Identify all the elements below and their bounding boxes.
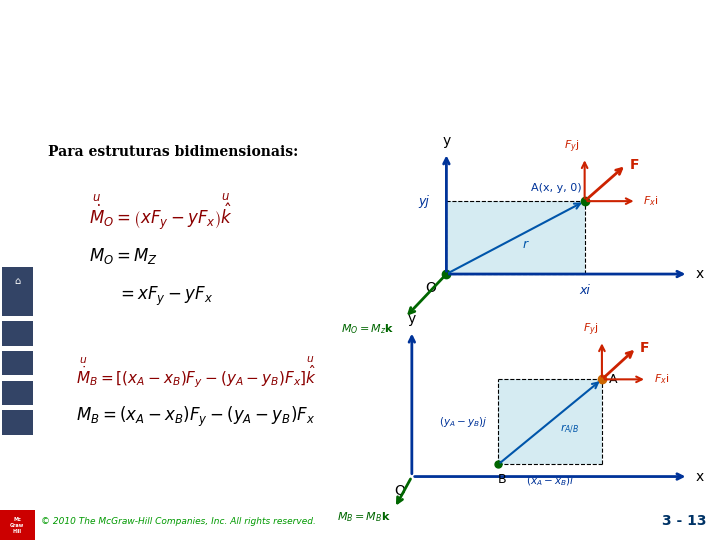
Text: $F_y$j: $F_y$j <box>564 139 580 155</box>
Text: B: B <box>498 473 506 486</box>
Text: Mecânica Vetorial para Engenheiros: Estática: Mecânica Vetorial para Engenheiros: Está… <box>42 19 720 49</box>
Bar <box>0 510 35 540</box>
Text: r: r <box>523 238 528 252</box>
Bar <box>1 321 33 346</box>
Text: $F_y$j: $F_y$j <box>583 322 598 338</box>
Text: $M_B = (x_A - x_B)F_y - (y_A - y_B)F_x$: $M_B = (x_A - x_B)F_y - (y_A - y_B)F_x$ <box>76 405 315 429</box>
Text: A(x, y, 0): A(x, y, 0) <box>531 183 581 193</box>
Text: Mc
Graw
Hill: Mc Graw Hill <box>10 517 24 534</box>
Text: $= xF_y - yF_x$: $= xF_y - yF_x$ <box>117 285 213 308</box>
Text: $\overset{u}{\dot{M}}_O = \left(xF_y - yF_x\right)\overset{u}{\hat{k}}$: $\overset{u}{\dot{M}}_O = \left(xF_y - y… <box>89 191 233 232</box>
Text: y: y <box>442 134 451 147</box>
Text: $r_{A/B}$: $r_{A/B}$ <box>560 423 580 436</box>
Text: $M_O = M_z\mathbf{k}$: $M_O = M_z\mathbf{k}$ <box>341 322 395 336</box>
Text: 3 - 13: 3 - 13 <box>662 514 706 528</box>
Polygon shape <box>446 201 585 274</box>
Text: $M_O = M_Z$: $M_O = M_Z$ <box>89 246 158 266</box>
Text: F: F <box>640 341 649 355</box>
Text: y: y <box>408 312 416 326</box>
Text: x: x <box>696 470 703 483</box>
Bar <box>1 267 33 294</box>
Bar <box>1 410 33 435</box>
Text: $F_x$i: $F_x$i <box>654 373 669 386</box>
Text: xi: xi <box>579 284 590 297</box>
Polygon shape <box>498 379 602 464</box>
Text: x: x <box>696 267 703 281</box>
Text: ⌂: ⌂ <box>14 276 20 286</box>
Text: $\overset{u}{\dot{M}}_B = \left[(x_A - x_B)F_y - (y_A - y_B)F_x\right]\overset{u: $\overset{u}{\dot{M}}_B = \left[(x_A - x… <box>76 354 317 390</box>
Text: O: O <box>394 484 405 498</box>
Bar <box>1 351 33 375</box>
Text: $(x_A - x_B)$i: $(x_A - x_B)$i <box>526 474 575 488</box>
Text: Componentes Retangulares do Momento de uma Força: Componentes Retangulares do Momento de u… <box>42 81 580 100</box>
Text: O: O <box>425 281 436 295</box>
Text: A: A <box>609 373 617 386</box>
Text: Nona
Edição: Nona Edição <box>7 16 27 27</box>
Text: yj: yj <box>418 194 429 208</box>
Bar <box>1 381 33 405</box>
Text: $(y_A - y_B)$j: $(y_A - y_B)$j <box>439 415 488 429</box>
Text: F: F <box>629 158 639 172</box>
Text: $M_B = M_B\mathbf{k}$: $M_B = M_B\mathbf{k}$ <box>338 511 391 524</box>
Text: © 2010 The McGraw-Hill Companies, Inc. All rights reserved.: © 2010 The McGraw-Hill Companies, Inc. A… <box>42 517 316 525</box>
Bar <box>1 292 33 316</box>
Text: $F_x$i: $F_x$i <box>644 194 659 208</box>
Text: Para estruturas bidimensionais:: Para estruturas bidimensionais: <box>48 145 299 159</box>
